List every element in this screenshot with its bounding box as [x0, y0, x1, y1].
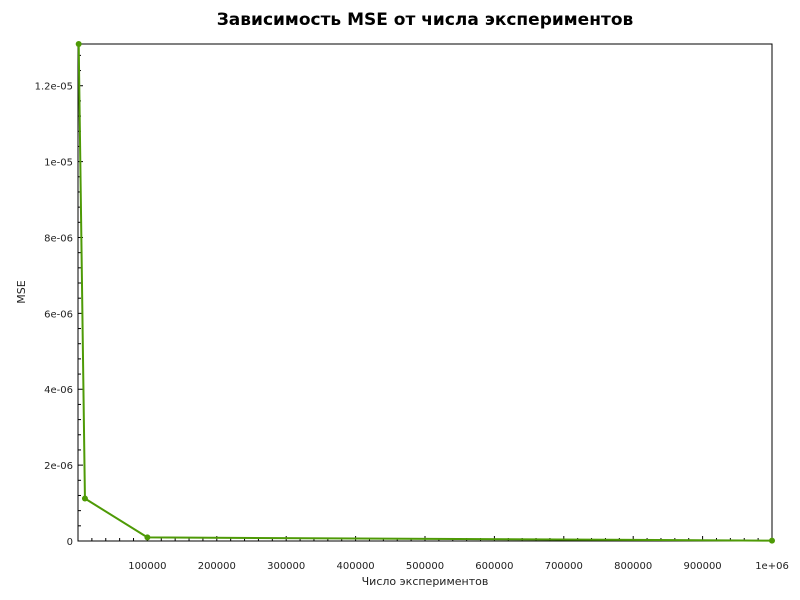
x-tick-label: 600000: [475, 561, 513, 572]
x-tick-label: 900000: [684, 561, 722, 572]
series-line: [77, 43, 773, 542]
data-point: [769, 537, 775, 544]
y-tick-label: 4e-06: [44, 385, 73, 396]
x-tick-label: 200000: [198, 561, 236, 572]
x-tick-label: 100000: [128, 561, 166, 572]
plot-frame: [77, 43, 773, 542]
x-tick-label: 700000: [545, 561, 583, 572]
y-tick-label: 8e-06: [44, 233, 73, 244]
chart-title: Зависимость MSE от числа экспериментов: [216, 10, 634, 30]
y-axis-title: MSE: [15, 280, 28, 303]
x-tick-label: 800000: [614, 561, 652, 572]
x-axis: 100000 200000 300000 400000 500000 600000 7000…: [91, 536, 789, 572]
x-tick-label: 300000: [267, 561, 305, 572]
y-tick-label: 0: [67, 537, 73, 548]
y-tick-label: 2e-06: [44, 461, 73, 472]
y-tick-label: 1.2e-05: [35, 82, 73, 93]
series-layer: [75, 41, 775, 544]
y-tick-label: 1e-05: [44, 158, 73, 169]
data-point: [75, 41, 82, 47]
data-point: [81, 495, 88, 502]
x-tick-label: 500000: [406, 561, 444, 572]
x-tick-label: 1e+06: [755, 561, 789, 572]
data-point: [144, 534, 151, 541]
x-axis-title: Число экспериментов: [362, 575, 489, 588]
y-axis: 0 2e-06 4e-06 6e-06 8e-06 1e-05 1.2e-05: [35, 54, 83, 548]
x-tick-label: 400000: [337, 561, 375, 572]
y-tick-label: 6e-06: [44, 309, 73, 320]
